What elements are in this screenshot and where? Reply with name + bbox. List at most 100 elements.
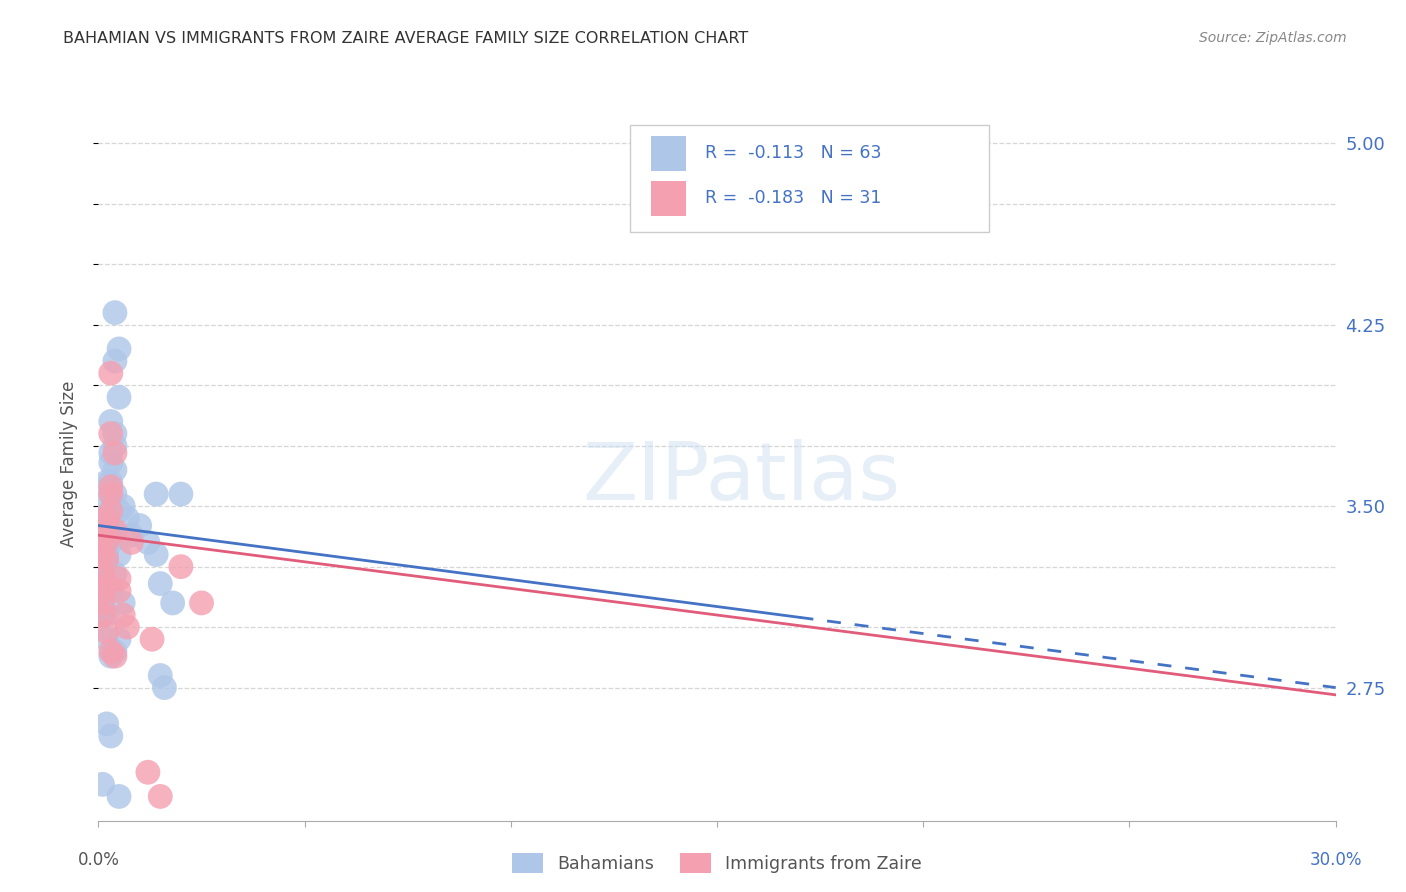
Point [91,607,114,622]
Point [104,446,127,460]
Point [104,524,127,538]
FancyBboxPatch shape [651,136,686,170]
Point [112,499,135,513]
Point [136,765,159,780]
Point [100,487,122,501]
Point [96,535,118,549]
Point [96,548,118,562]
Point [112,607,135,622]
Point [100,504,122,518]
Point [96,624,118,639]
Point [91,524,114,538]
Point [149,576,172,591]
Point [112,596,135,610]
Point [96,528,118,542]
Point [91,583,114,598]
Point [104,649,127,664]
Point [96,518,118,533]
Point [100,729,122,743]
Point [96,494,118,508]
Point [100,524,122,538]
Legend: Bahamians, Immigrants from Zaire: Bahamians, Immigrants from Zaire [505,846,929,880]
Point [145,548,167,562]
Point [91,552,114,566]
Point [120,535,142,549]
Point [108,572,131,586]
Point [96,535,118,549]
Point [141,632,163,647]
Point [117,511,139,525]
Point [91,777,114,791]
Point [100,456,122,470]
Point [108,632,131,647]
Point [91,511,114,525]
Point [96,475,118,489]
Text: ZIPatlas: ZIPatlas [582,439,901,517]
Point [120,528,142,542]
Point [100,366,122,380]
Point [91,607,114,622]
Point [149,789,172,804]
Point [170,559,193,574]
Point [91,518,114,533]
Text: R =  -0.113   N = 63: R = -0.113 N = 63 [704,145,882,162]
Point [108,789,131,804]
Point [104,487,127,501]
Text: Source: ZipAtlas.com: Source: ZipAtlas.com [1199,31,1347,45]
Point [96,528,118,542]
Point [96,607,118,622]
Point [100,504,122,518]
Point [104,566,127,581]
Point [91,566,114,581]
Point [100,475,122,489]
Point [104,354,127,368]
Point [96,632,118,647]
Point [96,528,118,542]
Point [100,583,122,598]
Point [96,511,118,525]
Point [108,390,131,404]
Point [104,306,127,320]
Point [170,487,193,501]
Point [190,596,212,610]
Point [100,426,122,441]
Text: 0.0%: 0.0% [77,851,120,869]
Point [100,644,122,658]
Point [91,572,114,586]
Point [145,487,167,501]
Point [91,548,114,562]
Point [100,528,122,542]
Text: BAHAMIAN VS IMMIGRANTS FROM ZAIRE AVERAGE FAMILY SIZE CORRELATION CHART: BAHAMIAN VS IMMIGRANTS FROM ZAIRE AVERAG… [63,31,748,46]
Point [91,559,114,574]
Point [91,566,114,581]
Point [162,596,184,610]
Point [100,487,122,501]
Point [91,583,114,598]
Point [153,681,176,695]
Point [104,463,127,477]
Point [108,342,131,356]
Text: R =  -0.183   N = 31: R = -0.183 N = 31 [704,189,882,207]
FancyBboxPatch shape [651,181,686,216]
Point [96,552,118,566]
Point [96,717,118,731]
Point [108,583,131,598]
Point [100,446,122,460]
Point [136,535,159,549]
Point [128,518,150,533]
Point [96,576,118,591]
Point [104,426,127,441]
Point [96,511,118,525]
Point [149,668,172,682]
Point [108,548,131,562]
Y-axis label: Average Family Size: Average Family Size [59,381,77,547]
Point [104,439,127,453]
Point [96,552,118,566]
Point [91,542,114,557]
Point [117,620,139,634]
Point [108,504,131,518]
Point [104,644,127,658]
Point [100,480,122,494]
Point [100,415,122,429]
FancyBboxPatch shape [630,125,990,232]
